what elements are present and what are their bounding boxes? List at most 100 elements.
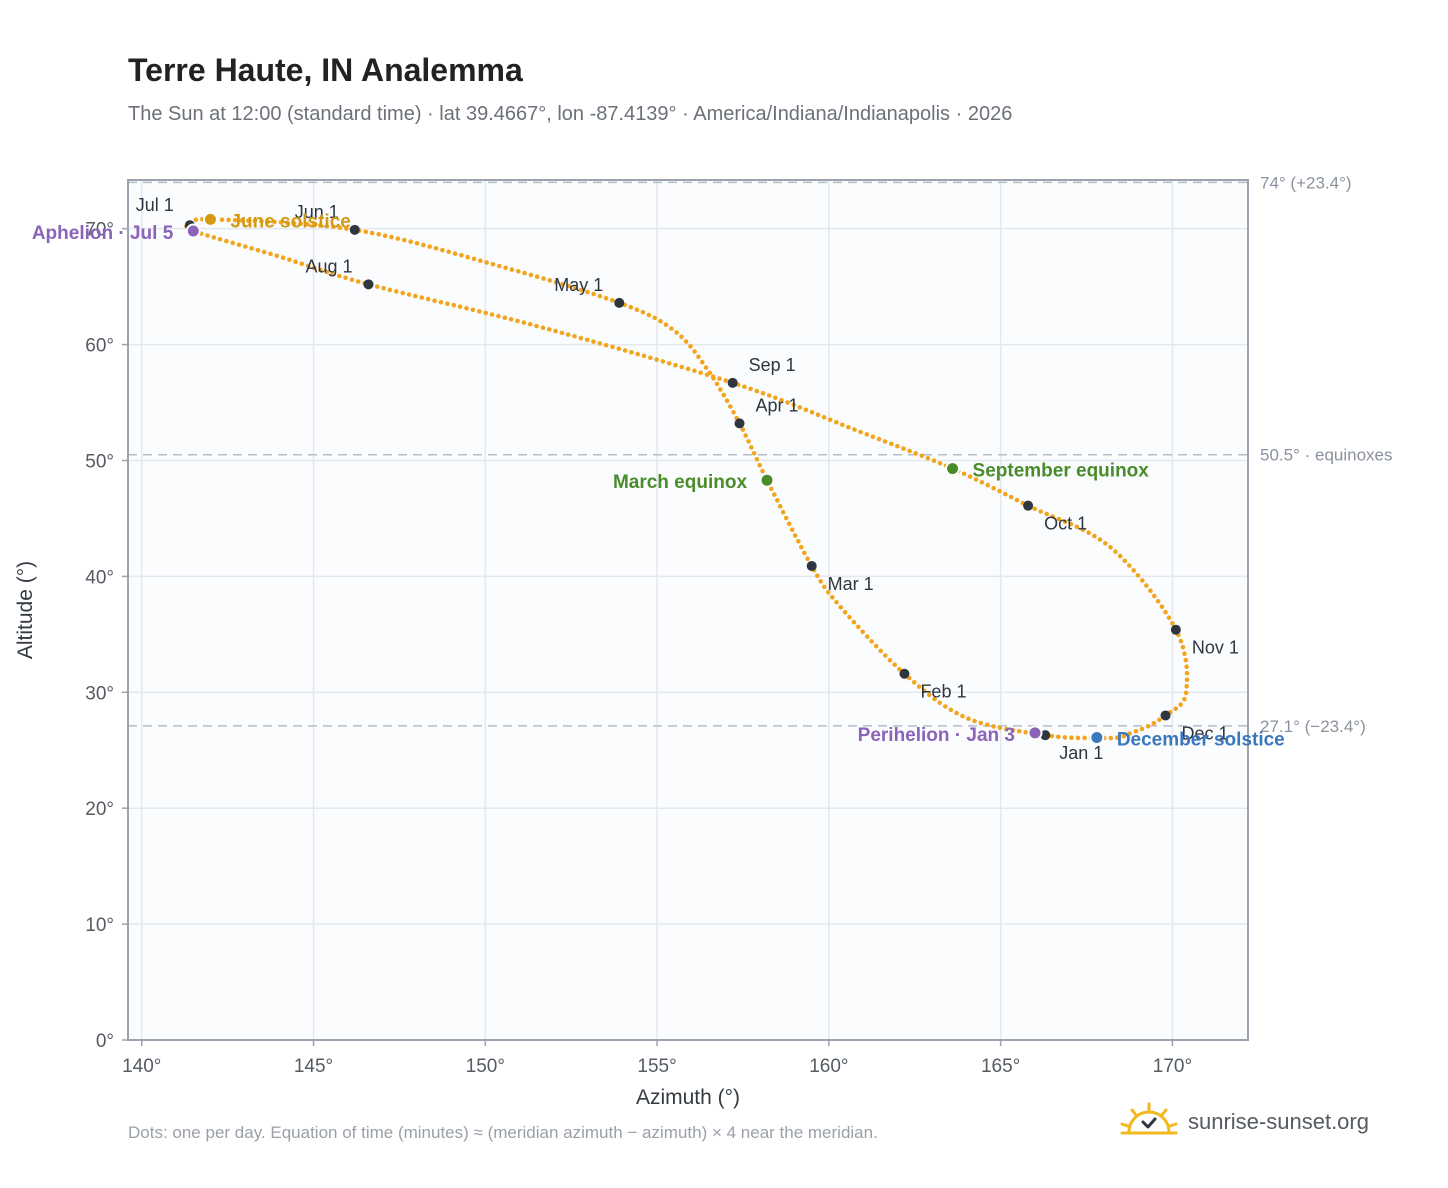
- event-label: Aphelion · Jul 5: [32, 223, 174, 244]
- day-dot: [1056, 734, 1061, 740]
- day-dot: [1133, 729, 1139, 734]
- day-dot: [1032, 506, 1037, 512]
- day-dot: [1131, 568, 1136, 573]
- day-dot: [856, 624, 861, 630]
- event-label: June solstice: [230, 211, 350, 232]
- day-dot: [825, 589, 831, 595]
- day-dot: [634, 307, 640, 313]
- day-dot: [193, 217, 199, 223]
- day-dot: [1115, 735, 1120, 740]
- month-marker-label: Sep 1: [749, 355, 796, 375]
- day-dot: [966, 716, 971, 721]
- day-dot: [921, 688, 927, 694]
- day-dot: [496, 313, 501, 319]
- day-dot: [1082, 735, 1087, 741]
- day-dot: [478, 258, 483, 264]
- day-dot: [452, 251, 458, 256]
- day-dot: [652, 315, 657, 321]
- day-dot: [663, 322, 669, 328]
- event-label: September equinox: [973, 461, 1150, 482]
- day-dot: [1004, 726, 1009, 732]
- day-dot: [724, 398, 730, 404]
- day-dot: [261, 249, 267, 255]
- day-dot: [349, 277, 355, 283]
- day-dot: [704, 372, 710, 378]
- sun-logo-icon: [1120, 1102, 1178, 1135]
- day-dot: [1038, 509, 1043, 514]
- day-dot: [1121, 734, 1126, 739]
- day-dot: [312, 265, 317, 271]
- day-dot: [239, 218, 244, 223]
- day-dot: [818, 579, 823, 584]
- event-marker: [1089, 729, 1105, 745]
- day-dot: [660, 359, 666, 364]
- day-dot: [246, 218, 251, 223]
- day-dot: [541, 276, 546, 281]
- day-dot: [395, 236, 401, 241]
- day-dot: [1074, 524, 1080, 530]
- day-dot: [603, 342, 609, 348]
- day-dot: [792, 533, 798, 538]
- day-dot: [457, 304, 463, 310]
- day-dot: [775, 498, 780, 503]
- day-dot: [860, 629, 865, 635]
- day-dot: [1080, 527, 1086, 532]
- day-dot: [978, 720, 984, 726]
- day-dot: [979, 480, 985, 485]
- day-dot: [546, 327, 552, 332]
- month-marker: [349, 224, 360, 235]
- day-dot: [773, 395, 778, 401]
- brand-name: sunrise-sunset.org: [1188, 1109, 1369, 1134]
- day-dot: [679, 364, 685, 370]
- month-marker: [1170, 624, 1181, 635]
- day-dot: [1184, 664, 1189, 669]
- brand[interactable]: sunrise-sunset.org: [1120, 1100, 1369, 1144]
- day-dot: [815, 573, 820, 579]
- day-dot: [754, 457, 760, 462]
- event-marker: [1027, 725, 1043, 741]
- day-dot: [230, 240, 235, 246]
- day-dot: [728, 404, 733, 409]
- day-dot: [742, 384, 747, 390]
- day-dot: [402, 237, 407, 243]
- day-dot: [527, 322, 533, 327]
- day-dot: [427, 244, 433, 249]
- day-dot: [243, 244, 248, 249]
- day-dot: [1184, 670, 1190, 676]
- day-dot: [821, 415, 827, 420]
- day-dot: [553, 328, 558, 334]
- day-dot: [515, 318, 520, 324]
- event-markers: March equinox September equinox June solst…: [32, 211, 1285, 750]
- month-markers: Jan 1 Feb 1 Mar 1 Apr 1 May 1 Jun 1 Jul 1 Aug 1…: [136, 195, 1239, 763]
- day-dot: [406, 292, 412, 297]
- day-dot: [274, 253, 280, 259]
- day-dot: [696, 354, 701, 360]
- day-dot: [840, 422, 845, 428]
- month-marker-label: Jun 1: [295, 202, 339, 222]
- day-dot: [585, 289, 590, 295]
- day-dot: [1178, 702, 1183, 707]
- day-dot: [907, 448, 912, 454]
- reference-line-label: 27.1° (−23.4°): [1260, 717, 1366, 736]
- day-dot: [919, 453, 925, 459]
- day-dot: [901, 446, 906, 451]
- y-tick-label: 30°: [85, 683, 114, 704]
- day-dot: [911, 680, 917, 685]
- event-marker: [202, 211, 218, 227]
- day-dot: [528, 272, 534, 278]
- day-dot: [1056, 516, 1062, 522]
- day-dot: [249, 246, 254, 251]
- day-dot: [882, 439, 888, 444]
- day-dot: [304, 221, 310, 227]
- day-dot: [842, 609, 848, 615]
- event-marker: [759, 472, 775, 488]
- day-dot: [846, 424, 851, 430]
- day-dot: [1152, 593, 1157, 599]
- day-dot: [1182, 651, 1187, 656]
- day-dot: [331, 224, 336, 230]
- day-dot: [311, 222, 317, 228]
- reference-line-label: 50.5° · equinoxes: [1260, 446, 1393, 465]
- footnote: Dots: one per day. Equation of time (min…: [128, 1123, 878, 1142]
- day-dot: [1010, 727, 1016, 733]
- day-dot: [565, 332, 571, 337]
